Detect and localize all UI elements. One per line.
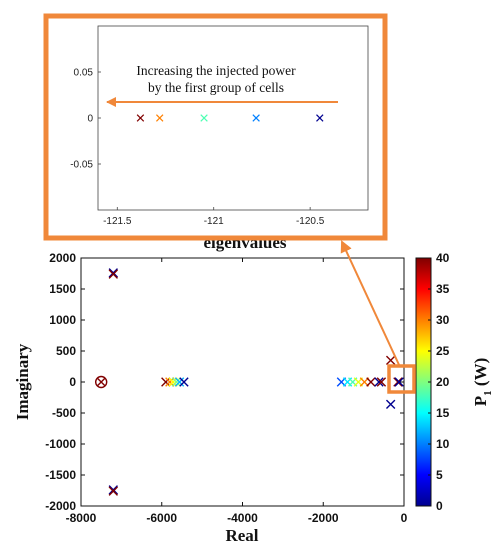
- main-x-ticks: -8000 -6000 -4000 -2000 0: [66, 258, 408, 525]
- colorbar-tick-label: 25: [436, 344, 450, 358]
- main-circled-point-ring: [94, 375, 108, 389]
- main-data-point: [179, 377, 189, 387]
- colorbar-tick-label: 10: [436, 437, 450, 451]
- main-y-tick-label: 1500: [49, 282, 76, 296]
- inset-data-point: [136, 114, 145, 122]
- inset-x-tick-label: -121: [204, 216, 224, 227]
- colorbar-label: P1 (W): [471, 358, 494, 406]
- inset-y-tick-label: 0: [87, 114, 93, 125]
- main-data-point: [174, 377, 185, 387]
- main-x-tick-label: -2000: [308, 511, 339, 525]
- colorbar-tick-label: 40: [436, 251, 450, 265]
- main-y-tick-label: 2000: [49, 251, 76, 265]
- main-y-tick-label: 1000: [49, 313, 76, 327]
- main-y-tick-label: 500: [56, 344, 76, 358]
- main-x-tick-label: -6000: [146, 511, 177, 525]
- main-data-point: [108, 269, 118, 279]
- zoom-connector-arrow: [340, 240, 401, 368]
- main-data-point: [385, 399, 396, 410]
- inset-data-point: [200, 114, 208, 122]
- inset-y-tick-label: 0.05: [74, 68, 94, 79]
- main-y-ticks: -2000 -1500 -1000 -500 0 500 1000 1500 2000: [45, 251, 404, 513]
- main-data-points: [94, 268, 404, 496]
- colorbar-tick-label: 35: [436, 282, 450, 296]
- main-y-tick-label: -1000: [45, 437, 76, 451]
- main-y-tick-label: -500: [52, 406, 76, 420]
- main-data-point: [374, 377, 384, 387]
- main-x-tick-label: -4000: [227, 511, 258, 525]
- inset-x-ticks: -121.5 -121 -120.5: [103, 207, 325, 227]
- main-circled-point: [94, 375, 108, 389]
- main-plot-area: [80, 257, 405, 507]
- zoom-highlight-box: [387, 364, 416, 394]
- inset-annotation-line-2: by the first group of cells: [148, 80, 284, 95]
- main-data-point: [171, 377, 181, 387]
- inset-y-tick-label: -0.05: [70, 160, 93, 171]
- colorbar-tick-label: 5: [436, 468, 443, 482]
- colorbar-tick-label: 20: [436, 375, 450, 389]
- main-data-point: [108, 485, 118, 495]
- inset-y-ticks: -0.05 0 0.05: [70, 68, 101, 171]
- main-y-tick-label: -1500: [45, 468, 76, 482]
- colorbar-label-unit: (W): [471, 358, 490, 391]
- inset-x-tick-label: -121.5: [103, 216, 132, 227]
- main-y-tick-label: -2000: [45, 499, 76, 513]
- main-y-tick-label: 0: [69, 375, 76, 389]
- main-y-label: Imaginary: [13, 343, 32, 420]
- main-x-tick-label: -8000: [66, 511, 97, 525]
- colorbar-tick-label: 30: [436, 313, 450, 327]
- inset-x-tick-label: -120.5: [296, 216, 325, 227]
- main-data-point: [394, 377, 404, 387]
- inset-data-point: [155, 114, 164, 122]
- main-data-point: [366, 377, 376, 387]
- main-data-point: [161, 377, 171, 387]
- inset-annotation-line-1: Increasing the injected power: [136, 63, 296, 78]
- main-data-point: [108, 268, 118, 278]
- main-data-point: [376, 377, 387, 387]
- main-x-label: Real: [225, 526, 258, 545]
- main-data-point: [393, 377, 403, 387]
- colorbar-ticks: 0 5 10 15 20 25 30 35 40: [428, 251, 450, 513]
- inset-data-points: [136, 114, 324, 122]
- main-data-point: [385, 355, 396, 365]
- inset-data-point: [316, 114, 324, 122]
- inset-plot-area: [97, 25, 369, 211]
- main-data-point: [108, 486, 118, 496]
- colorbar-tick-label: 0: [436, 499, 443, 513]
- colorbar-label-sub: 1: [482, 390, 494, 396]
- colorbar-tick-label: 15: [436, 406, 450, 420]
- main-x-tick-label: 0: [401, 511, 408, 525]
- colorbar-label-main: P: [471, 396, 490, 406]
- inset-data-point: [252, 114, 260, 122]
